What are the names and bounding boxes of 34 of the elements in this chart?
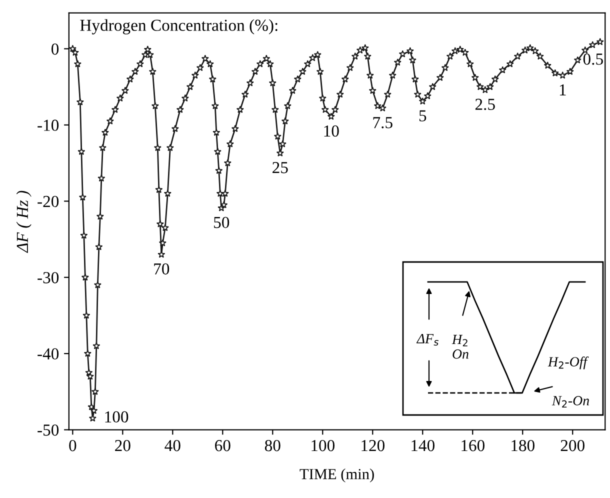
- annotation: 0.5: [583, 54, 603, 65]
- x-tick-label: 40: [164, 440, 180, 452]
- y-tick-label: 0: [52, 43, 59, 55]
- annotation: N$_{2}$-On: [552, 396, 589, 408]
- x-tick-label: 100: [312, 440, 335, 452]
- x-tick-label: 60: [215, 440, 230, 452]
- x-tick-label: 120: [362, 440, 385, 452]
- annotation: 70: [154, 263, 170, 275]
- annotation: ΔF$_{s}$: [416, 334, 439, 346]
- y-tick-label: -30: [38, 272, 59, 284]
- annotation: 1: [560, 84, 566, 96]
- chart-title: Hydrogen Concentration (%):: [80, 19, 278, 34]
- annotation: 25: [272, 162, 288, 174]
- x-tick-label: 0: [69, 440, 76, 452]
- annotation: 100: [105, 411, 128, 423]
- annotation: 7.5: [373, 117, 392, 128]
- x-tick-label: 20: [115, 440, 130, 452]
- x-tick-label: 160: [462, 440, 484, 452]
- y-tick-label: -50: [38, 424, 59, 436]
- x-tick-label: 80: [264, 440, 280, 452]
- annotation: 50: [214, 216, 230, 228]
- x-tick-label: 180: [512, 440, 534, 452]
- annotation: 10: [324, 125, 339, 137]
- annotation: H$_{2}$-Off: [548, 356, 589, 370]
- x-axis-title: TIME (min): [300, 468, 374, 482]
- x-tick-label: 200: [560, 440, 584, 452]
- y-axis-title: ΔF ( Hz ): [16, 190, 32, 253]
- annotation: 2.5: [475, 98, 495, 110]
- x-tick-label: 140: [412, 440, 435, 452]
- y-tick-label: -20: [38, 196, 59, 208]
- annotation: H$_{2}$ On: [452, 334, 468, 359]
- y-tick-label: -10: [38, 120, 59, 131]
- y-tick-label: -40: [38, 348, 59, 360]
- annotation: 5: [419, 110, 426, 122]
